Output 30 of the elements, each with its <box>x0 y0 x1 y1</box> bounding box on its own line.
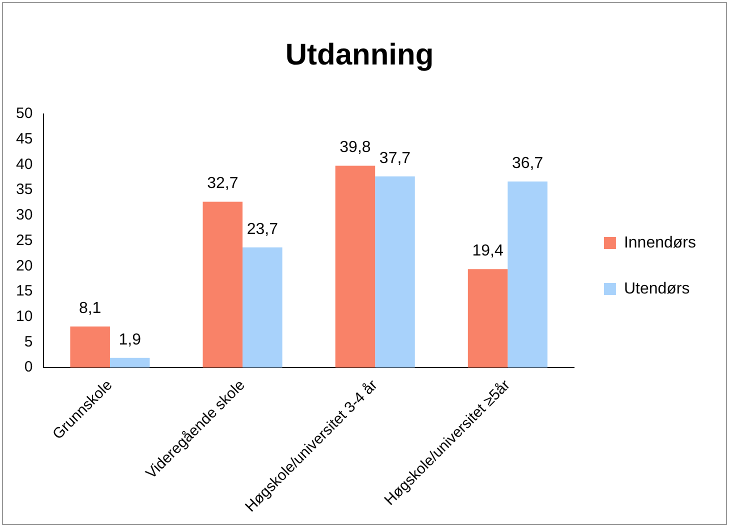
data-label: 39,8 <box>340 139 371 156</box>
bar <box>202 202 243 368</box>
bar <box>242 247 282 368</box>
data-label: 37,7 <box>379 150 411 167</box>
y-tick-label: 20 <box>16 257 33 274</box>
y-tick-label: 15 <box>16 282 33 300</box>
bar <box>70 326 110 368</box>
bar <box>335 166 376 368</box>
y-tick-label: 50 <box>16 105 33 122</box>
legend-label: Innendørs <box>624 234 696 252</box>
y-tick-label: 35 <box>16 181 33 198</box>
y-tick-label: 0 <box>24 358 33 376</box>
chart-title: Utdanning <box>285 38 434 72</box>
y-tick-label: 30 <box>16 206 33 224</box>
y-tick-label: 45 <box>16 130 33 148</box>
bar <box>110 358 150 368</box>
data-label: 8,1 <box>78 300 102 317</box>
y-tick-label: 25 <box>16 232 33 249</box>
data-label: 19,4 <box>472 242 504 260</box>
y-tick-label: 40 <box>16 156 33 173</box>
bar <box>468 269 508 368</box>
data-label: 23,7 <box>246 220 278 238</box>
data-label: 1,9 <box>118 331 142 348</box>
legend-label: Utendørs <box>624 280 690 298</box>
bar <box>508 181 548 368</box>
data-label: 36,7 <box>512 154 544 172</box>
y-tick-label: 5 <box>24 333 33 350</box>
data-label: 32,7 <box>207 175 238 192</box>
y-tick-label: 10 <box>16 308 33 325</box>
bar <box>375 176 415 368</box>
